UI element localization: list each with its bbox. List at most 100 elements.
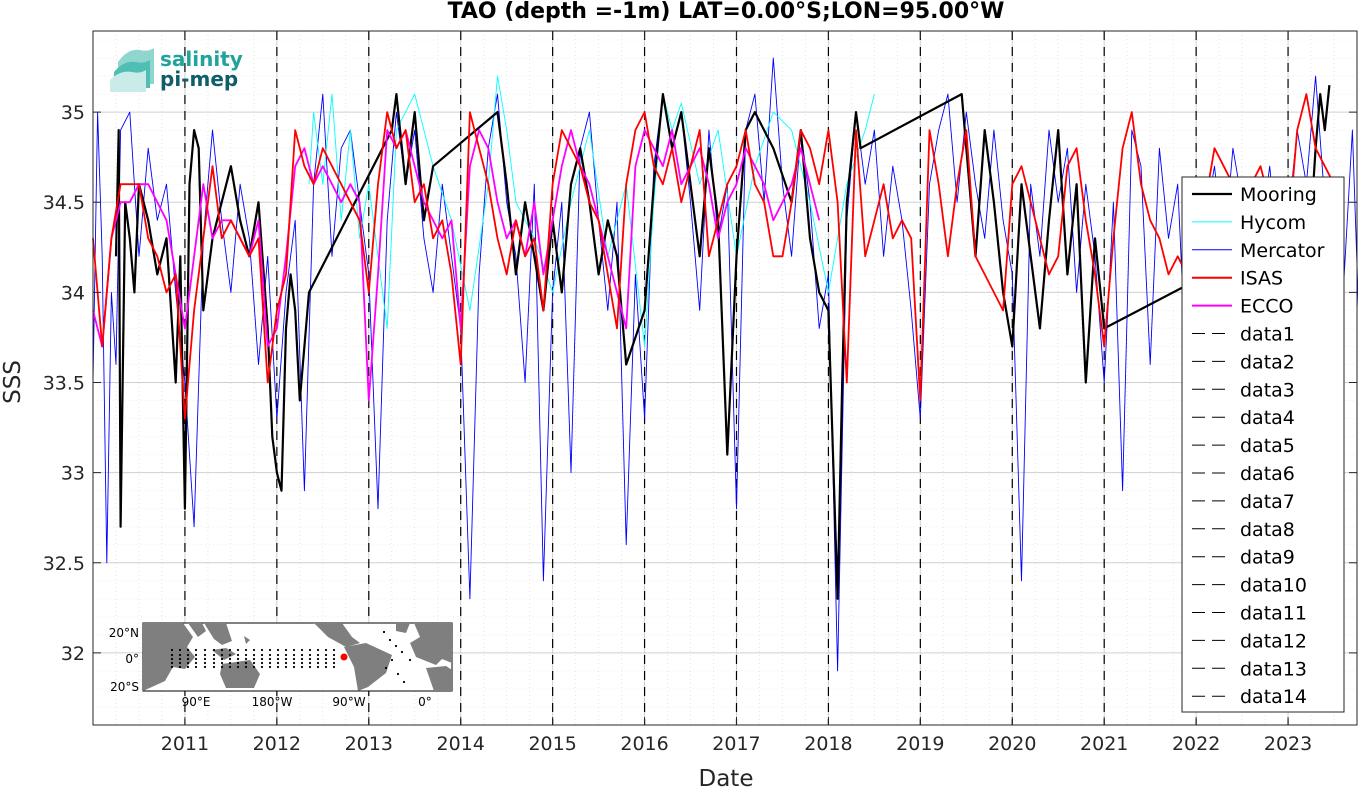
map-mooring-dot (260, 648, 264, 652)
map-mooring-dot (394, 644, 398, 648)
map-lat-label-20n: 20°N (109, 626, 139, 640)
map-mooring-dot (212, 653, 216, 657)
event-dashed-lines (184, 31, 1289, 725)
map-mooring-dot (212, 648, 216, 652)
legend-label: data6 (1240, 463, 1295, 485)
series-layer (92, 57, 1358, 672)
selected-mooring-marker (340, 653, 348, 661)
map-mooring-dot (382, 630, 386, 634)
map-mooring-dot (186, 665, 190, 669)
map-mooring-dot (220, 657, 224, 661)
x-tick-label: 2020 (988, 733, 1036, 755)
map-mooring-dot (203, 653, 207, 657)
legend-label: data1 (1240, 324, 1295, 346)
map-mooring-dot (170, 653, 174, 657)
legend-label: data2 (1240, 351, 1295, 373)
legend-label: data14 (1240, 686, 1307, 708)
map-mooring-dot (170, 665, 174, 669)
map-mooring-dot (236, 648, 240, 652)
legend: Mooring Hycom Mercator ISAS ECCO data1 data2 da… (1181, 176, 1345, 713)
map-mooring-dot (236, 657, 240, 661)
map-mooring-dot (316, 665, 320, 669)
x-tick-label: 2019 (896, 733, 944, 755)
map-mooring-dot (194, 661, 198, 665)
map-mooring-dot (324, 665, 328, 669)
map-mooring-dot (332, 648, 336, 652)
map-mooring-dot (408, 658, 412, 662)
map-mooring-dot (203, 648, 207, 652)
y-tick-label: 35 (61, 102, 85, 124)
map-mooring-dot (178, 657, 182, 661)
map-mooring-dot (300, 665, 304, 669)
y-tick-label: 34 (61, 282, 85, 304)
map-mooring-dot (332, 661, 336, 665)
map-mooring-dot (400, 650, 404, 654)
legend-label: data13 (1240, 658, 1307, 680)
x-axis-label: Date (699, 766, 754, 790)
map-mooring-dot (268, 665, 272, 669)
legend-label: data11 (1240, 603, 1307, 625)
map-mooring-dot (194, 665, 198, 669)
x-tick-label: 2017 (712, 733, 760, 755)
legend-label: data4 (1240, 407, 1295, 429)
map-mooring-dot (384, 666, 388, 670)
map-mooring-dot (308, 653, 312, 657)
map-mooring-dot (390, 658, 394, 662)
map-mooring-dot (236, 665, 240, 669)
series-line-ecco (92, 129, 821, 402)
map-lon-label-90e: 90°E (182, 695, 211, 709)
land-masses (143, 623, 452, 691)
x-tick-label: 2011 (161, 733, 209, 755)
legend-label: ISAS (1240, 268, 1283, 290)
map-mooring-dot (186, 657, 190, 661)
map-mooring-dot (292, 665, 296, 669)
map-mooring-dot (292, 653, 296, 657)
map-mooring-dot (276, 653, 280, 657)
x-tick-label: 2018 (804, 733, 852, 755)
map-mooring-dot (228, 657, 232, 661)
x-tick-label: 2022 (1172, 733, 1220, 755)
map-lon-label-90w: 90°W (332, 695, 365, 709)
map-mooring-dot (300, 657, 304, 661)
y-axis-ticks: 32 32.5 33 33.5 34 34.5 35 (43, 102, 1357, 665)
map-mooring-dot (284, 653, 288, 657)
map-mooring-dot (316, 661, 320, 665)
x-tick-label: 2012 (253, 733, 301, 755)
legend-label: Mooring (1240, 184, 1317, 206)
x-axis-ticks: 2011 2012 2013 2014 2015 2016 2017 2018 2019 2020… (161, 31, 1312, 755)
legend-label: data12 (1240, 630, 1307, 652)
map-mooring-dot (212, 665, 216, 669)
map-mooring-dot (228, 653, 232, 657)
x-tick-label: 2021 (1080, 733, 1128, 755)
x-tick-label: 2016 (620, 733, 668, 755)
map-mooring-dot (244, 657, 248, 661)
map-mooring-dot (244, 648, 248, 652)
map-mooring-dot (220, 648, 224, 652)
map-mooring-dot (244, 661, 248, 665)
map-mooring-dot (268, 661, 272, 665)
legend-label: data7 (1240, 491, 1295, 513)
map-mooring-dot (332, 657, 336, 661)
map-mooring-dot (276, 657, 280, 661)
map-mooring-dot (284, 648, 288, 652)
map-mooring-dot (268, 653, 272, 657)
y-tick-label: 32 (61, 643, 85, 665)
map-mooring-dot (332, 665, 336, 669)
map-mooring-dot (316, 653, 320, 657)
legend-label: ECCO (1240, 296, 1294, 318)
map-mooring-dot (244, 653, 248, 657)
legend-label: data3 (1240, 379, 1295, 401)
map-lat-label-0: 0° (125, 652, 139, 666)
map-mooring-dot (236, 653, 240, 657)
map-mooring-dot (203, 657, 207, 661)
series-line-mooring (114, 84, 1331, 600)
map-mooring-dot (388, 638, 392, 642)
legend-items: Mooring Hycom Mercator ISAS ECCO data1 data2 da… (1192, 184, 1325, 708)
map-mooring-dot (268, 648, 272, 652)
wave-logo-icon (110, 48, 154, 92)
series-line-isas (92, 93, 1345, 420)
map-mooring-dot (252, 665, 256, 669)
map-mooring-dot (316, 657, 320, 661)
map-mooring-dot (300, 661, 304, 665)
